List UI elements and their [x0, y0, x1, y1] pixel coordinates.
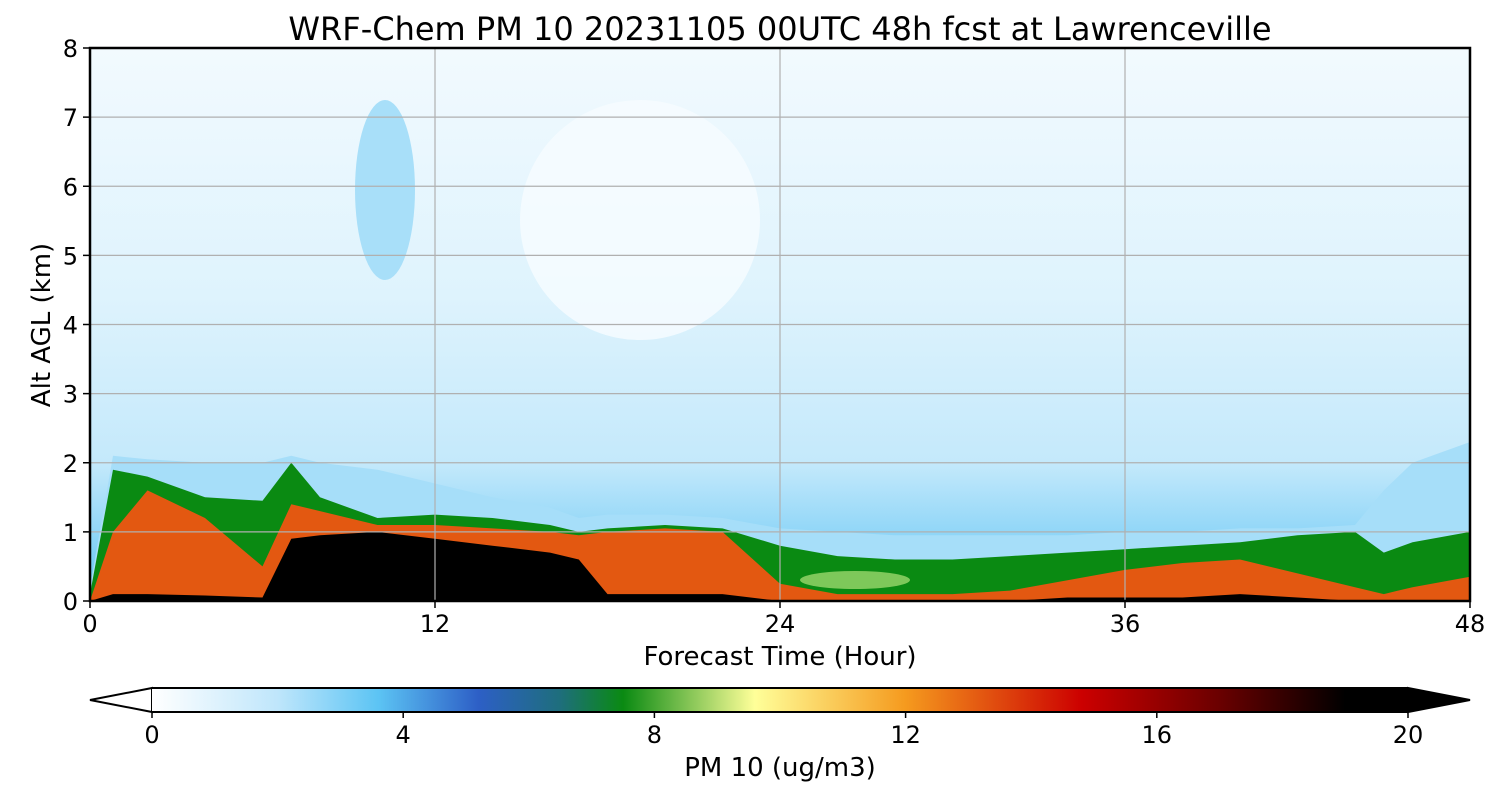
- y-tick-label: 8: [63, 35, 78, 63]
- plot-area: [90, 48, 1470, 601]
- colorbar-label: PM 10 (ug/m3): [684, 753, 876, 783]
- colorbar-tick-label: 12: [890, 721, 921, 749]
- y-axis-label: Alt AGL (km): [27, 243, 57, 407]
- colorbar-tick-label: 8: [647, 721, 662, 749]
- chart-title: WRF-Chem PM 10 20231105 00UTC 48h fcst a…: [288, 10, 1271, 48]
- y-tick-label: 2: [63, 450, 78, 478]
- x-tick-label: 48: [1455, 610, 1486, 638]
- x-tick-label: 0: [82, 610, 97, 638]
- colorbar-extend-high: [1407, 686, 1471, 714]
- y-tick-label: 1: [63, 519, 78, 547]
- colorbar-tick-label: 4: [396, 721, 411, 749]
- x-tick-label: 24: [765, 610, 796, 638]
- x-tick-label: 12: [420, 610, 451, 638]
- y-tick-label: 6: [63, 173, 78, 201]
- clean-air-region: [520, 100, 760, 340]
- colorbar-ticks: 0 4 8 12 16 20: [144, 712, 1423, 749]
- aloft-plume: [355, 100, 415, 280]
- colorbar-tick-label: 20: [1393, 721, 1424, 749]
- y-tick-label: 7: [63, 104, 78, 132]
- colorbar-tick-label: 0: [144, 721, 159, 749]
- y-tick-label: 0: [63, 588, 78, 616]
- colorbar: 0 4 8 12 16 20: [89, 686, 1471, 749]
- surface-pocket: [800, 571, 910, 589]
- y-axis-ticks: 0 1 2 3 4 5 6 7 8: [63, 35, 90, 616]
- colorbar-bar: [152, 688, 1408, 712]
- colorbar-tick-label: 16: [1142, 721, 1173, 749]
- x-tick-label: 36: [1110, 610, 1141, 638]
- x-axis-ticks: 0 12 24 36 48: [82, 601, 1485, 638]
- colorbar-extend-low: [89, 686, 153, 714]
- y-tick-label: 4: [63, 312, 78, 340]
- y-tick-label: 3: [63, 381, 78, 409]
- x-axis-label: Forecast Time (Hour): [643, 642, 916, 672]
- y-tick-label: 5: [63, 242, 78, 270]
- grid: [90, 48, 1470, 601]
